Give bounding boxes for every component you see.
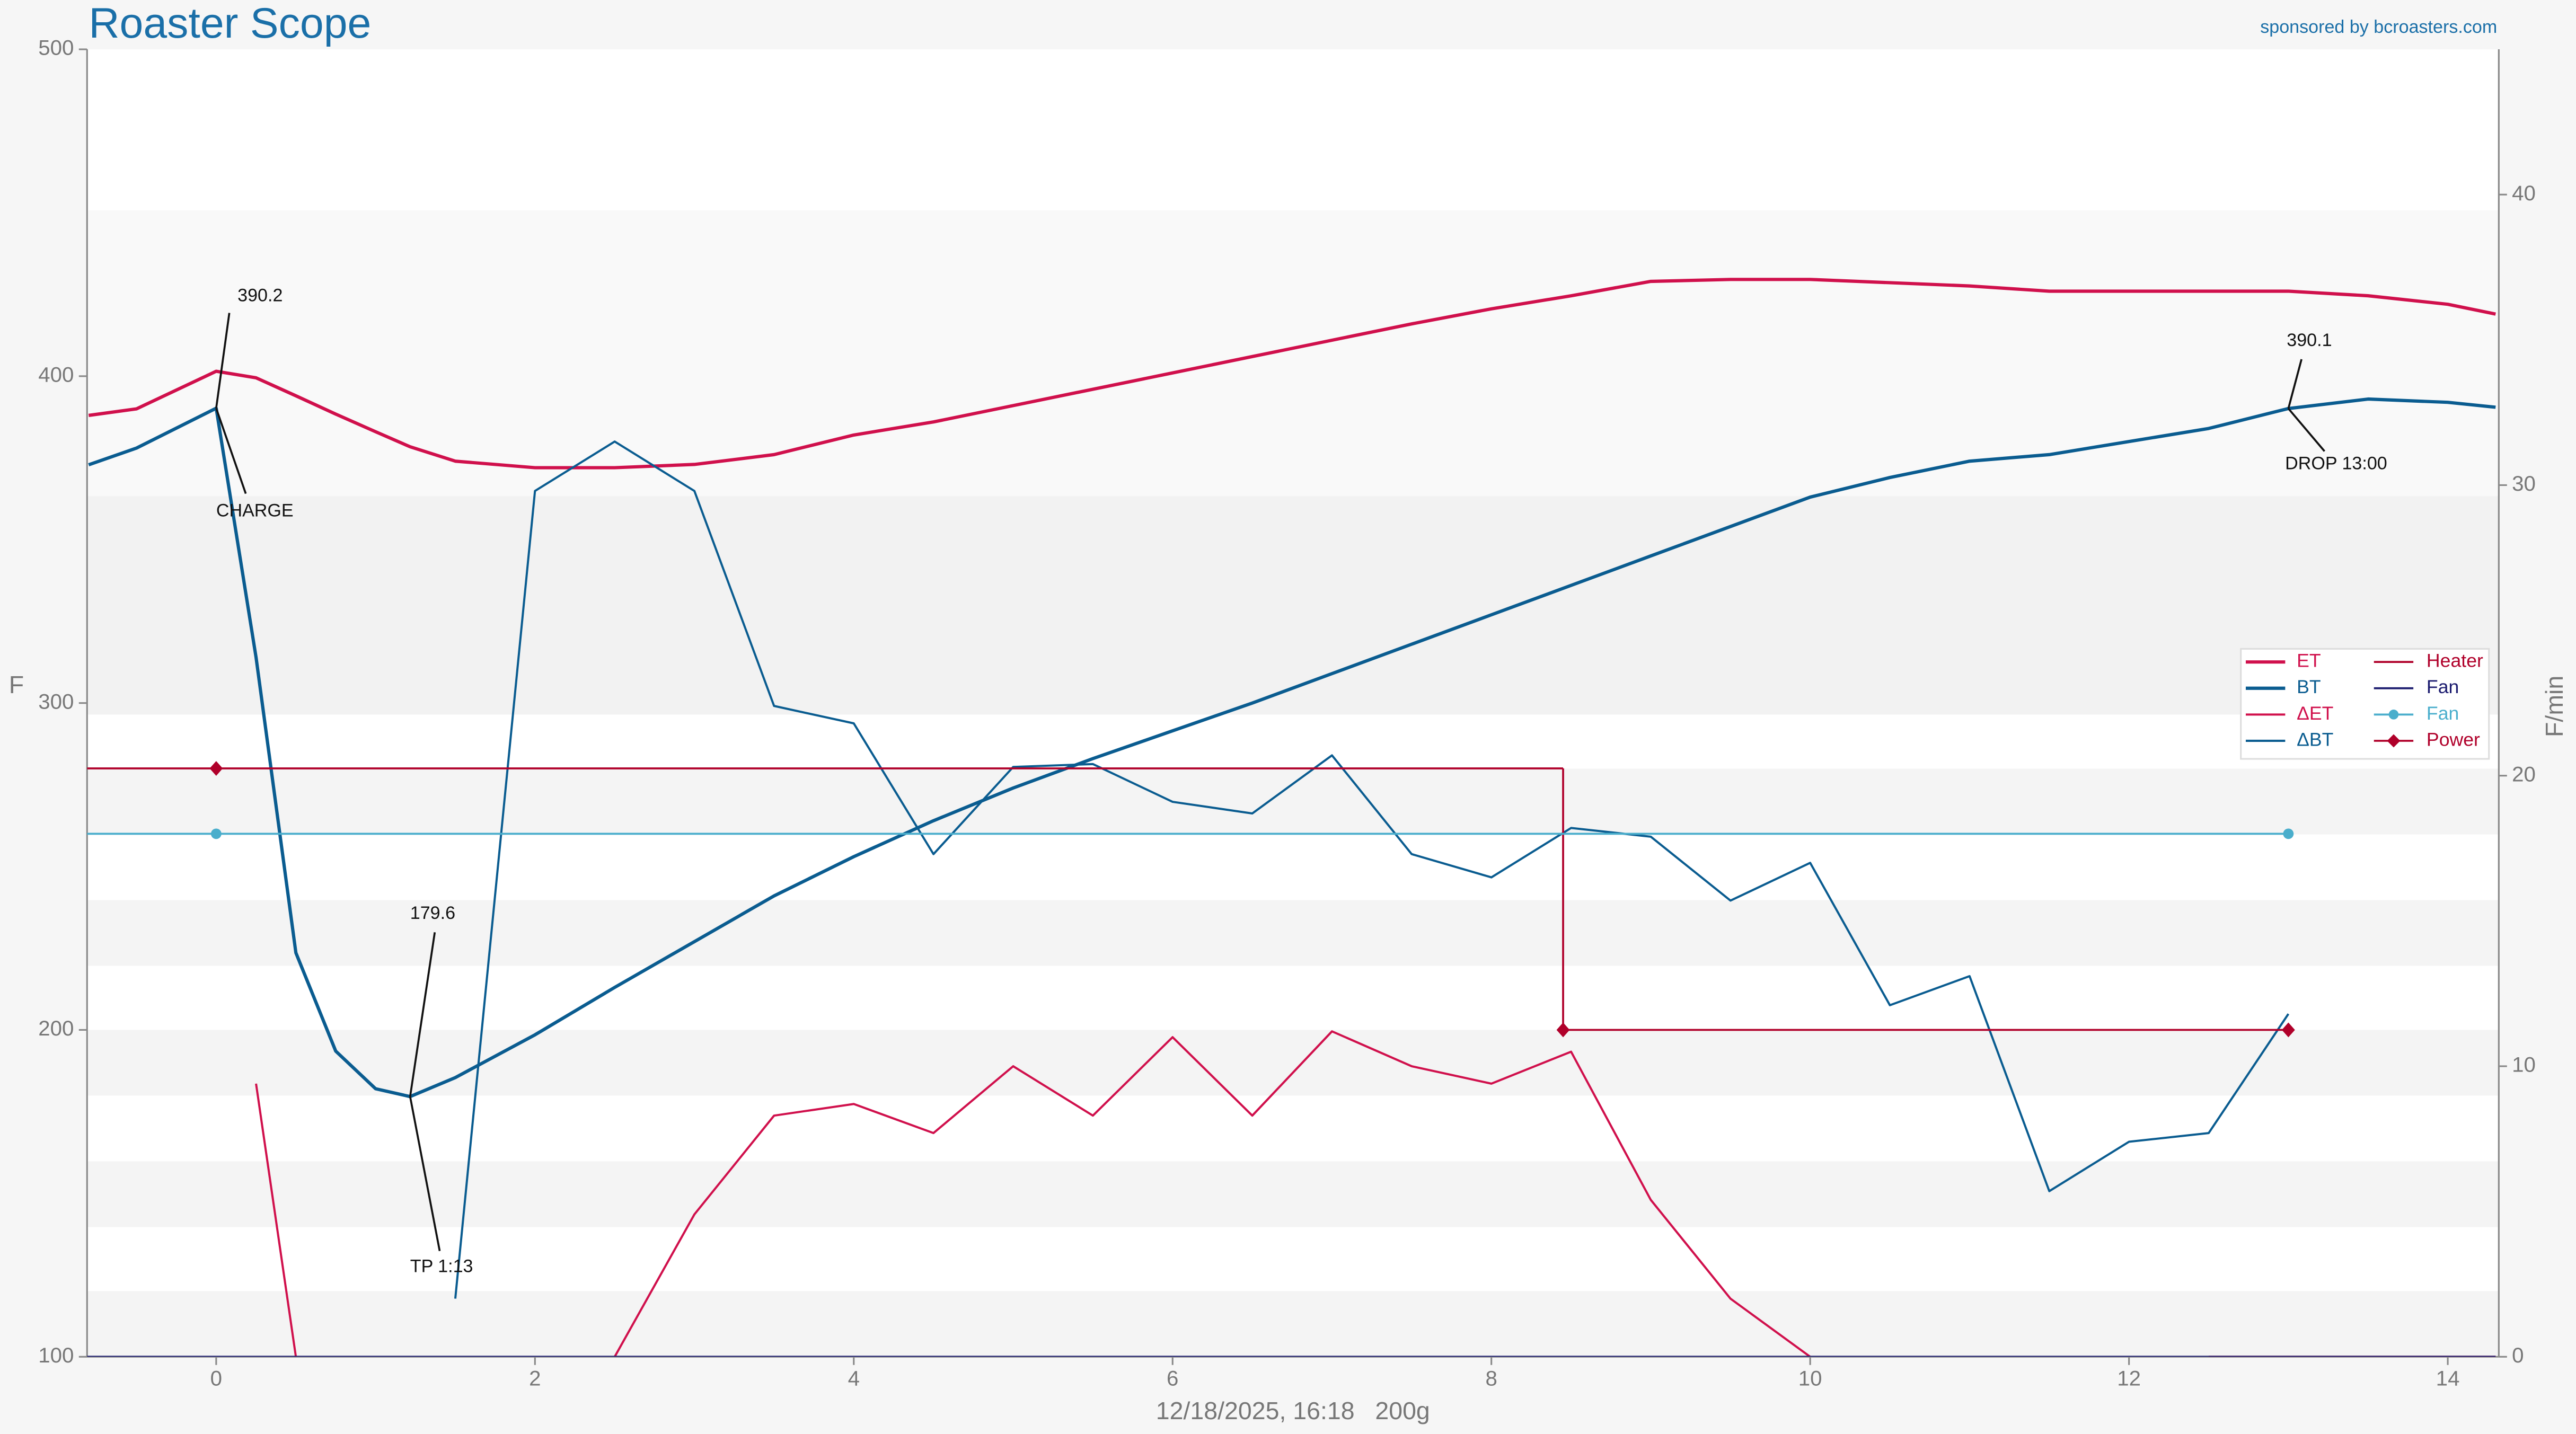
title: Roaster Scope (89, 0, 371, 47)
annotation-leader (409, 932, 436, 1097)
marker (210, 828, 222, 839)
annotation-event: DROP 13:00 (2285, 453, 2387, 473)
y2-tick-label: 10 (2512, 1053, 2536, 1077)
annotation-leader (215, 408, 247, 494)
legend-label: BT (2297, 676, 2321, 697)
legend-marker (2388, 710, 2399, 720)
y2-tick-label: 0 (2512, 1343, 2524, 1367)
series-line (454, 440, 2290, 1299)
annotation-event: CHARGE (216, 501, 294, 521)
y-tick-label: 400 (38, 362, 74, 386)
x-tick-label: 6 (1167, 1366, 1178, 1390)
annotation-leader (215, 313, 231, 409)
y-tick-label: 200 (38, 1016, 74, 1040)
marker (209, 761, 223, 776)
legend-label: ET (2297, 650, 2321, 671)
annotation-value: 390.2 (237, 286, 283, 306)
marker (2283, 828, 2294, 839)
series-line (88, 278, 2496, 470)
footer: 12/18/2025, 16:18 200g (1156, 1397, 1430, 1424)
y2-tick-label: 20 (2512, 762, 2536, 786)
x-tick-label: 10 (1798, 1366, 1822, 1390)
legend-label: ΔBT (2297, 729, 2333, 750)
legend-label: Power (2427, 729, 2480, 750)
plot-background (87, 49, 2499, 1357)
legend-label: Heater (2427, 650, 2483, 671)
annotation-value: 179.6 (410, 903, 455, 923)
y2-tick-label: 30 (2512, 472, 2536, 495)
y-tick-label: 500 (38, 36, 74, 60)
marker (2281, 1022, 2295, 1038)
series-line (255, 1030, 2496, 1357)
annotation-leader (409, 1096, 441, 1251)
annotation-value: 390.1 (2287, 330, 2332, 350)
y-axis-label: F (9, 671, 24, 698)
y2-tick-label: 40 (2512, 181, 2536, 205)
marker (1556, 1022, 1570, 1038)
x-tick-label: 12 (2117, 1366, 2141, 1390)
series-line (88, 397, 2496, 1099)
x-tick-label: 8 (1486, 1366, 1497, 1390)
x-tick-label: 2 (529, 1366, 541, 1390)
plot-marks (87, 278, 2496, 1357)
y2-axis-label: F/min (2540, 676, 2568, 737)
y-tick-label: 300 (38, 689, 74, 713)
y-tick-label: 100 (38, 1343, 74, 1367)
annotation-event: TP 1:13 (410, 1256, 473, 1277)
legend-label: ΔET (2297, 703, 2333, 724)
legend-label: Fan (2427, 676, 2459, 697)
legend-marker (2387, 734, 2401, 748)
x-tick-label: 4 (848, 1366, 860, 1390)
legend-label: Fan (2427, 703, 2459, 724)
sponsor: sponsored by bcroasters.com (2260, 17, 2497, 37)
annotation-leader (2287, 359, 2302, 409)
annotation-leader (2287, 408, 2325, 452)
x-tick-label: 0 (210, 1366, 222, 1390)
x-tick-label: 14 (2436, 1366, 2460, 1390)
